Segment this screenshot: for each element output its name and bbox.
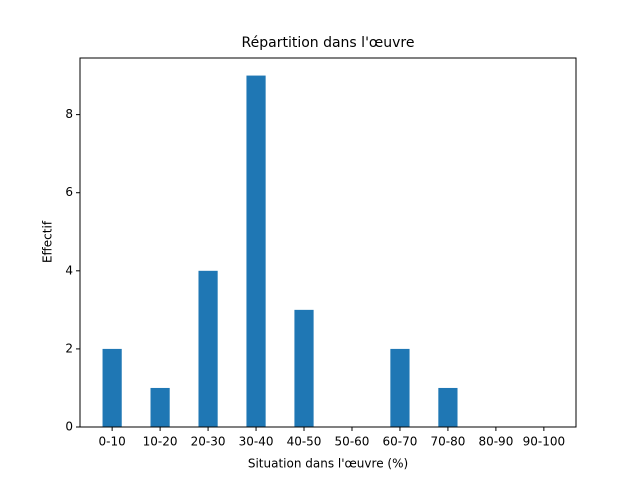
x-tick-label: 20-30 <box>191 435 226 449</box>
x-tick-label: 50-60 <box>335 435 370 449</box>
chart-title: Répartition dans l'œuvre <box>242 35 415 51</box>
x-tick-label: 90-100 <box>523 435 566 449</box>
x-tick-label: 40-50 <box>287 435 322 449</box>
y-tick-label: 0 <box>65 420 73 434</box>
y-tick-label: 8 <box>65 107 73 121</box>
x-tick-label: 60-70 <box>383 435 418 449</box>
bar <box>246 75 266 428</box>
plot-frame <box>79 57 577 428</box>
x-tick-label: 70-80 <box>430 435 465 449</box>
x-tick-label: 10-20 <box>143 435 178 449</box>
bar <box>390 348 410 427</box>
bar <box>102 348 122 427</box>
y-tick-label: 2 <box>65 341 73 355</box>
y-axis-label: Effectif <box>41 220 55 263</box>
x-tick-label: 0-10 <box>99 435 126 449</box>
bar <box>438 387 458 427</box>
y-tick-label: 6 <box>65 185 73 199</box>
x-tick-label: 30-40 <box>239 435 274 449</box>
x-tick-label: 80-90 <box>478 435 513 449</box>
bar <box>150 387 170 427</box>
bar <box>294 309 314 427</box>
y-tick-label: 4 <box>65 263 73 277</box>
x-axis-label: Situation dans l'œuvre (%) <box>248 457 408 471</box>
bar <box>198 270 218 427</box>
